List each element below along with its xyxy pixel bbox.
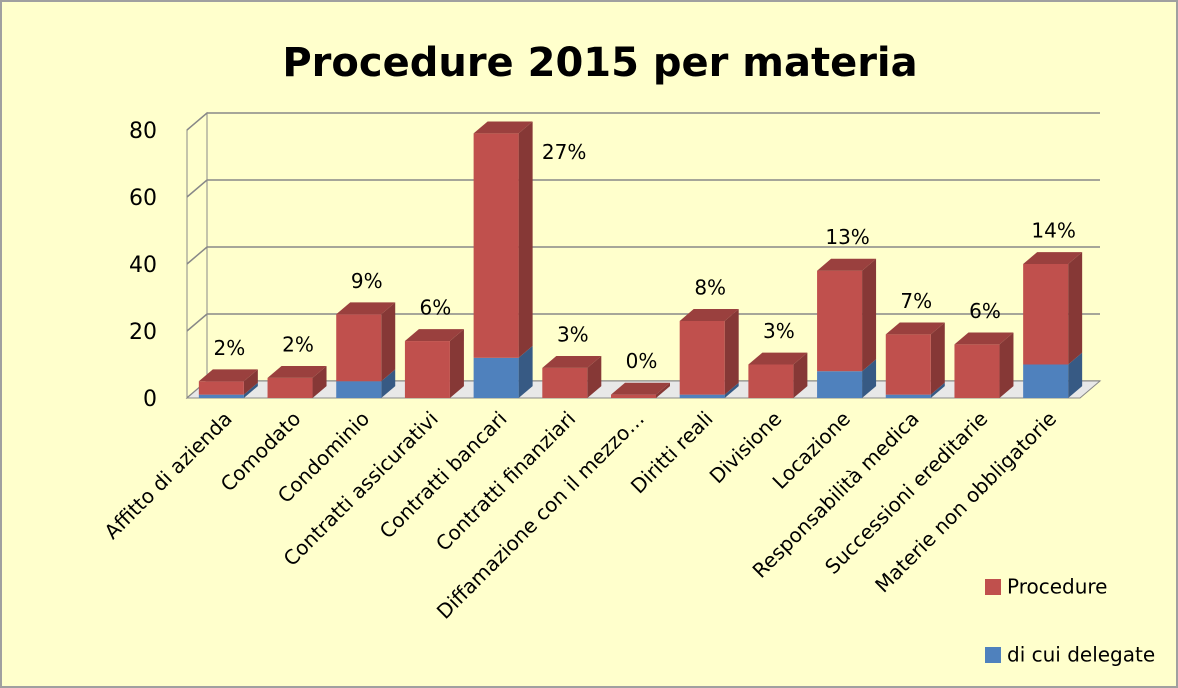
bar-side — [930, 322, 945, 395]
bar-side — [862, 258, 877, 372]
bar-side — [243, 369, 258, 395]
bar — [198, 381, 244, 395]
bar — [817, 371, 863, 398]
bar-side — [656, 382, 670, 398]
grid-line — [186, 313, 1100, 332]
bar-side — [724, 309, 739, 395]
bar-side — [312, 366, 327, 398]
y-tick-label: 0 — [143, 387, 157, 412]
bar-side — [724, 382, 739, 398]
bar — [267, 377, 313, 398]
bar-side — [1068, 352, 1083, 398]
bar-top — [679, 309, 739, 321]
bar-top — [954, 332, 1014, 345]
bar — [679, 394, 725, 398]
percent-label: 3% — [763, 319, 795, 343]
legend-swatch — [985, 579, 1001, 595]
percent-label: 7% — [900, 289, 932, 313]
bar-side — [793, 352, 808, 398]
legend-swatch — [985, 647, 1001, 663]
legend-label: Procedure — [1007, 575, 1108, 599]
bar-side — [243, 382, 258, 398]
bar-top — [473, 121, 533, 134]
percent-label: 13% — [825, 225, 869, 249]
bar — [473, 133, 519, 358]
bar-side — [518, 121, 533, 358]
percent-label: 2% — [213, 336, 245, 360]
bar — [542, 367, 588, 398]
bar-top — [267, 366, 327, 378]
y-tick-label: 60 — [129, 186, 157, 211]
bar-side — [930, 382, 945, 398]
bar-top — [336, 302, 396, 315]
bar — [1023, 364, 1069, 398]
bar — [1023, 264, 1069, 365]
bar-side — [381, 302, 396, 382]
percent-label: 8% — [694, 275, 726, 299]
bar — [885, 334, 931, 395]
y-tick-label: 20 — [129, 320, 157, 345]
percent-label: 6% — [969, 299, 1001, 323]
y-tick-label: 80 — [129, 119, 157, 144]
bar-side — [449, 329, 464, 398]
bar-top — [885, 322, 945, 335]
bar-top — [817, 258, 877, 271]
bar — [611, 394, 656, 398]
bar-top — [198, 369, 258, 382]
percent-label: 2% — [282, 332, 314, 356]
bar-top — [611, 382, 670, 395]
bar — [336, 314, 382, 382]
percent-label: 3% — [557, 322, 589, 346]
bar — [473, 357, 519, 398]
bar-top — [404, 329, 464, 342]
bar-side — [862, 359, 877, 398]
bar-side — [381, 369, 396, 398]
bar — [198, 394, 244, 398]
bar-side — [518, 345, 533, 398]
y-tick-label: 40 — [129, 253, 157, 278]
bar — [748, 364, 794, 398]
grid-line — [186, 112, 1100, 131]
bar-side — [587, 355, 602, 398]
bar-top — [748, 352, 808, 365]
percent-label: 6% — [420, 296, 452, 320]
percent-label: 9% — [351, 269, 383, 293]
bar — [679, 320, 725, 395]
chart-title: Procedure 2015 per materia — [282, 40, 917, 86]
bar — [885, 394, 931, 398]
percent-label: 27% — [542, 140, 586, 164]
legend-label: di cui delegate — [1007, 643, 1155, 667]
percent-label: 0% — [626, 349, 658, 373]
bar-side — [999, 332, 1014, 398]
grid-line — [186, 246, 1100, 265]
bar-side — [1068, 252, 1083, 365]
bar — [954, 344, 1000, 398]
bar-top — [542, 355, 602, 368]
percent-label: 14% — [1031, 219, 1075, 243]
bar — [336, 381, 382, 398]
grid-line — [186, 179, 1100, 198]
bar — [817, 270, 863, 372]
bar — [404, 341, 450, 398]
bar-top — [1023, 252, 1083, 264]
